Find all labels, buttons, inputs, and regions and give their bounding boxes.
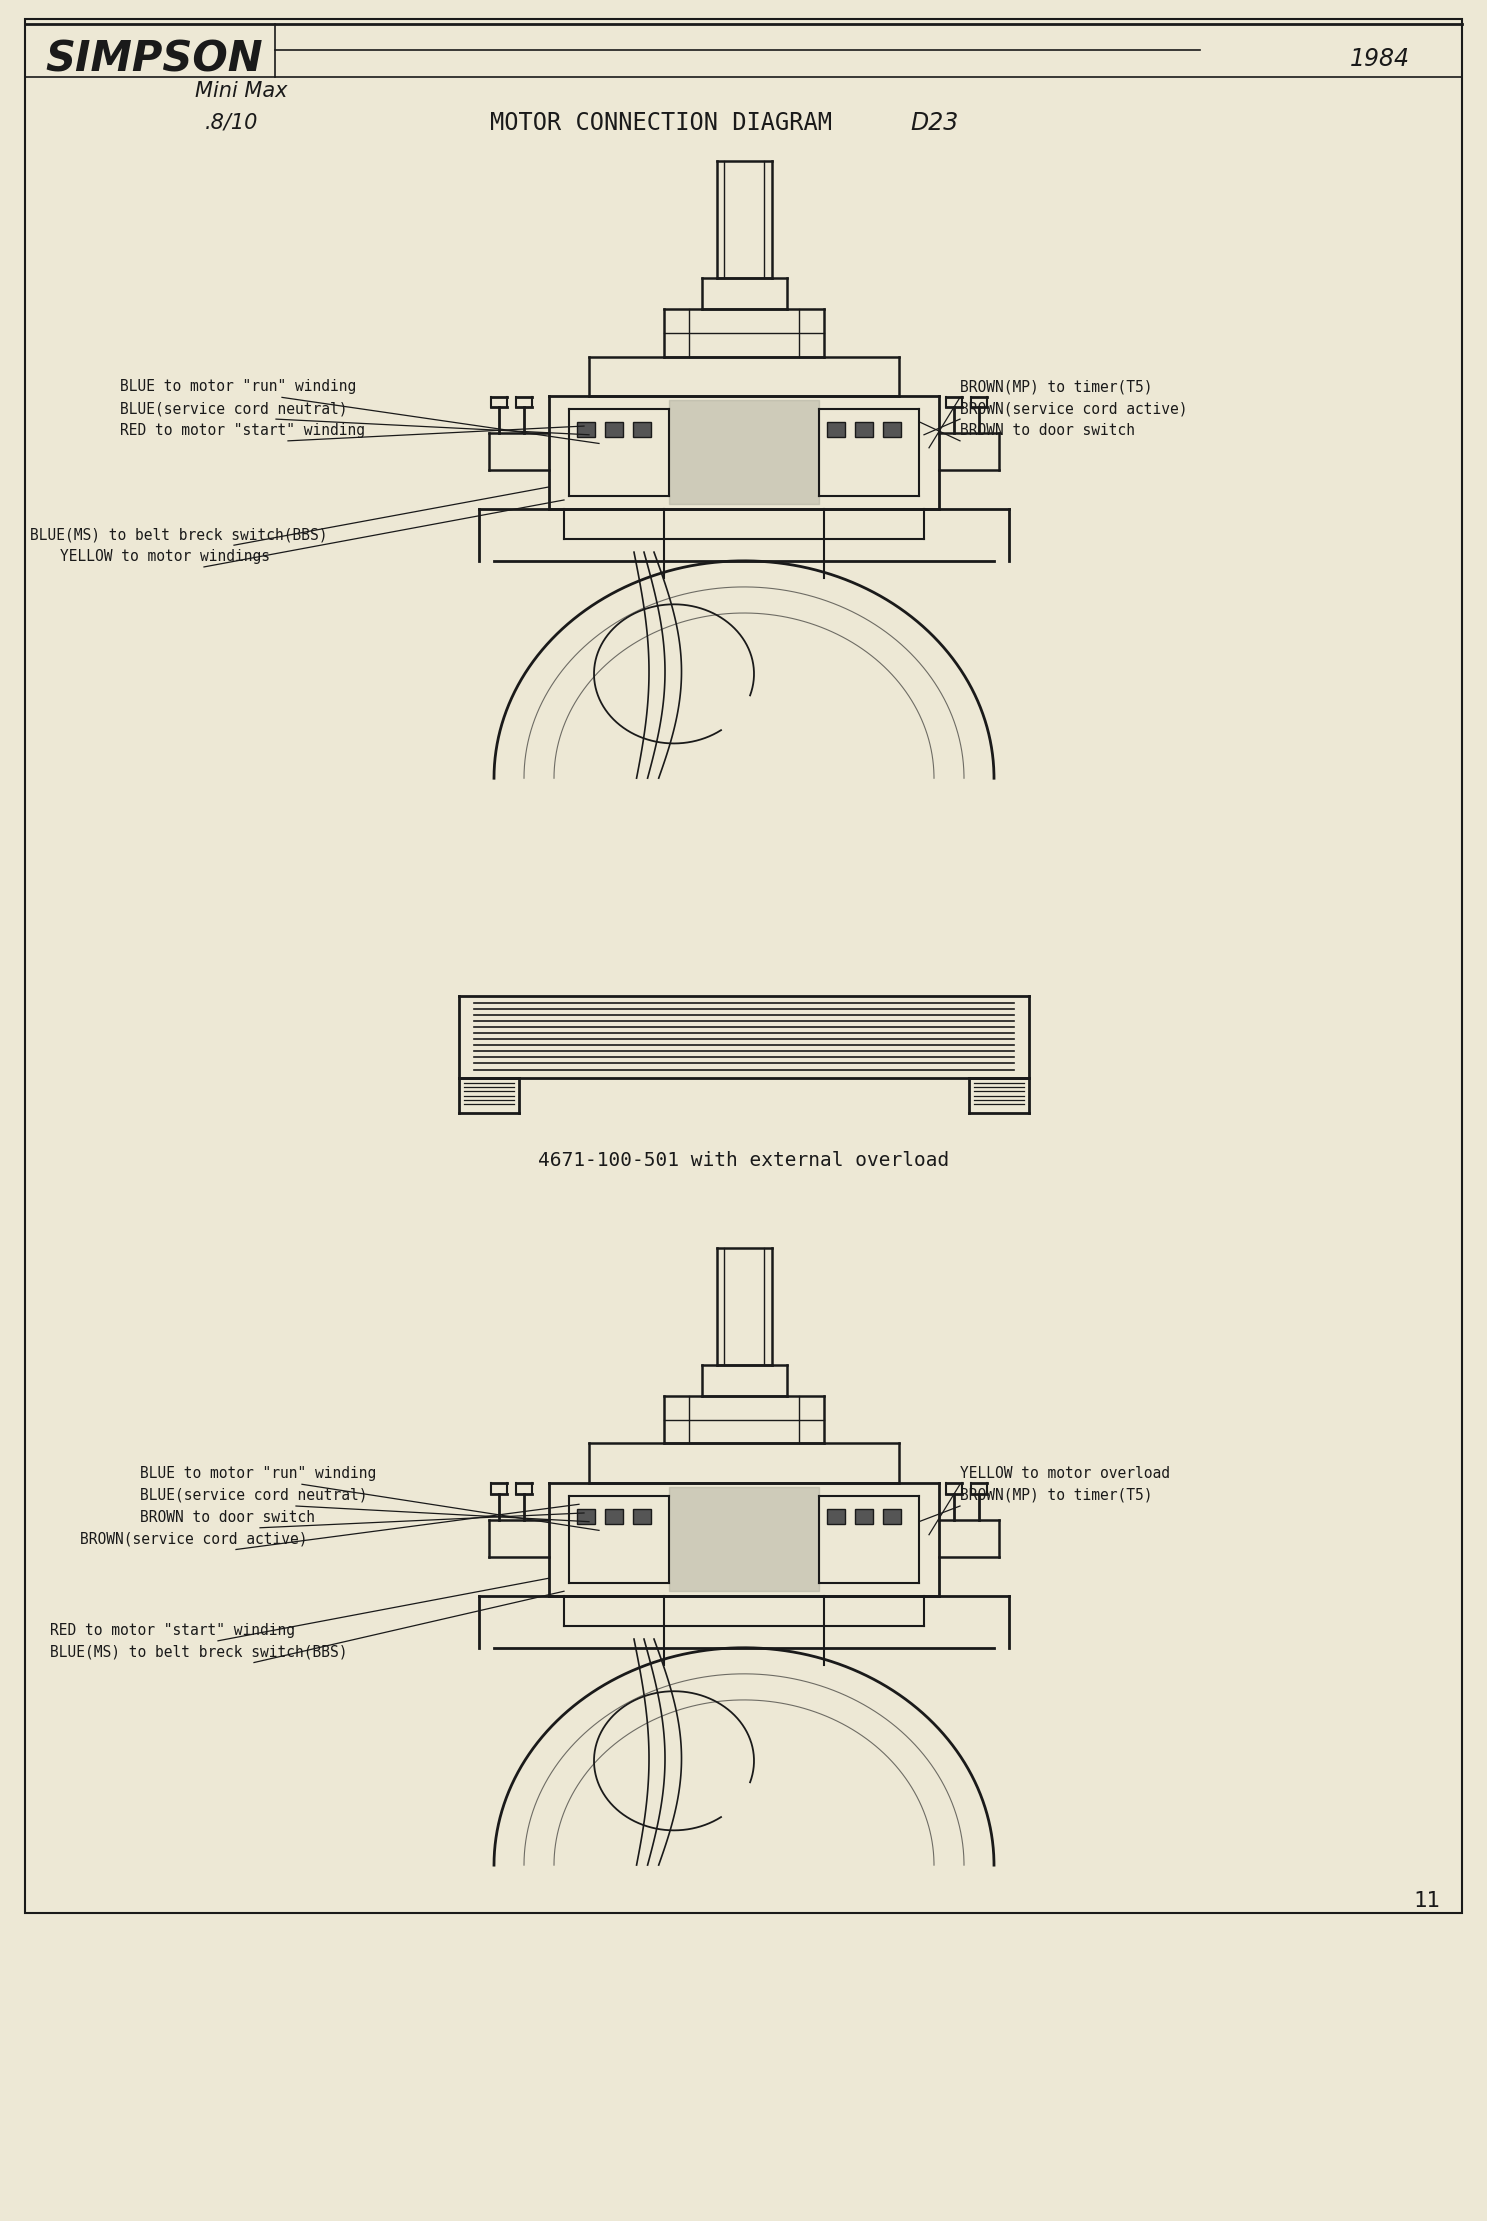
Text: BLUE(service cord neutral): BLUE(service cord neutral) <box>120 402 348 415</box>
Text: D23: D23 <box>910 111 958 135</box>
Polygon shape <box>633 422 651 438</box>
Text: YELLOW to motor windings: YELLOW to motor windings <box>59 549 271 564</box>
Text: BROWN(service cord active): BROWN(service cord active) <box>961 402 1188 415</box>
Polygon shape <box>855 1508 873 1524</box>
Polygon shape <box>577 422 595 438</box>
Polygon shape <box>605 422 623 438</box>
Text: 11: 11 <box>1413 1892 1439 1912</box>
Text: .8/10: .8/10 <box>205 113 259 133</box>
Polygon shape <box>827 422 845 438</box>
Polygon shape <box>883 422 901 438</box>
Text: BROWN(MP) to timer(T5): BROWN(MP) to timer(T5) <box>961 380 1152 395</box>
Text: BROWN(service cord active): BROWN(service cord active) <box>80 1532 308 1546</box>
Polygon shape <box>855 422 873 438</box>
Polygon shape <box>883 1508 901 1524</box>
Text: MOTOR CONNECTION DIAGRAM: MOTOR CONNECTION DIAGRAM <box>491 111 833 135</box>
Text: RED to motor "start" winding: RED to motor "start" winding <box>51 1624 294 1637</box>
Text: BROWN to door switch: BROWN to door switch <box>961 422 1135 438</box>
Text: 4671-100-501 with external overload: 4671-100-501 with external overload <box>538 1150 950 1170</box>
Text: YELLOW to motor overload: YELLOW to motor overload <box>961 1466 1170 1481</box>
Text: BROWN(MP) to timer(T5): BROWN(MP) to timer(T5) <box>961 1488 1152 1504</box>
Text: BLUE to motor "run" winding: BLUE to motor "run" winding <box>120 380 357 395</box>
Text: BLUE to motor "run" winding: BLUE to motor "run" winding <box>140 1466 376 1481</box>
Text: Mini Max: Mini Max <box>195 82 287 102</box>
Text: RED to motor "start" winding: RED to motor "start" winding <box>120 422 364 438</box>
Text: BROWN to door switch: BROWN to door switch <box>140 1510 315 1524</box>
Text: BLUE(MS) to belt breck switch(BBS): BLUE(MS) to belt breck switch(BBS) <box>51 1644 348 1659</box>
Polygon shape <box>633 1508 651 1524</box>
Text: SIMPSON: SIMPSON <box>45 38 263 80</box>
Polygon shape <box>605 1508 623 1524</box>
Polygon shape <box>827 1508 845 1524</box>
Text: BLUE(MS) to belt breck switch(BBS): BLUE(MS) to belt breck switch(BBS) <box>30 526 327 542</box>
Text: 1984: 1984 <box>1350 47 1410 71</box>
Polygon shape <box>577 1508 595 1524</box>
Text: BLUE(service cord neutral): BLUE(service cord neutral) <box>140 1488 367 1504</box>
